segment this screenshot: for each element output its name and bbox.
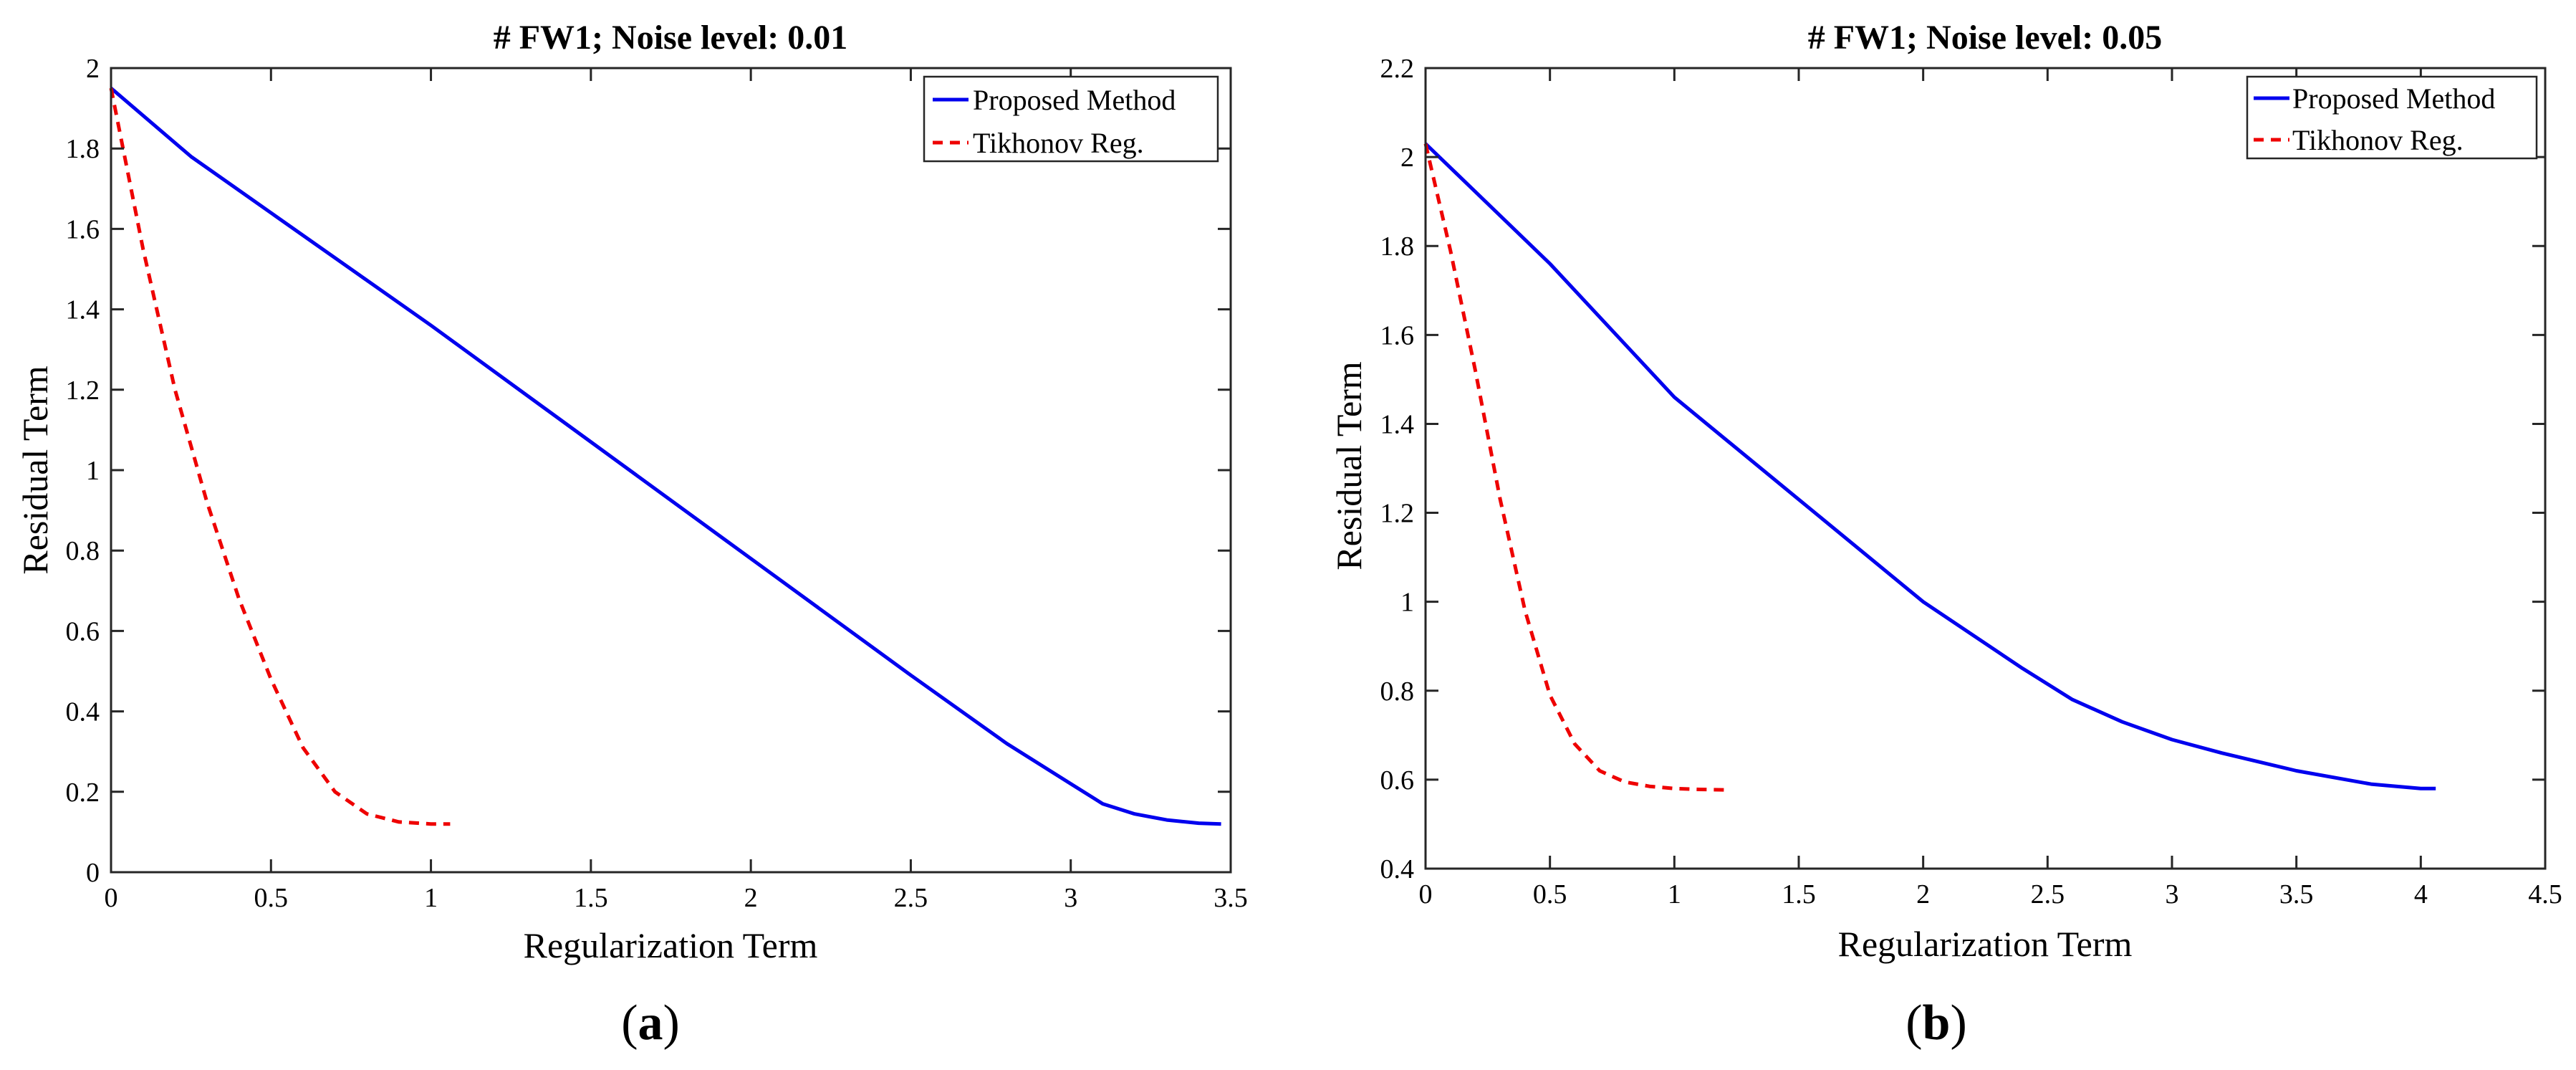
ticks-layer: 0 0.5 1 1.5 2 2.5 3 3.5 4 4.5 0.4 0.6 0.8 1 1.2 1.4 1.6 1… xyxy=(1380,54,2562,909)
chart-panel-b: # FW1; Noise level: 0.05 0 0.5 1 1.5 2 2.5 3 3.… xyxy=(1329,19,2562,1051)
panel-label-close: ) xyxy=(1950,995,1966,1051)
panel-label-letter: b xyxy=(1923,995,1951,1051)
legend-label-proposed-method: Proposed Method xyxy=(2292,82,2495,115)
series-layer xyxy=(109,87,1221,826)
y-tick-label: 0.2 xyxy=(66,778,100,808)
y-tick-label: 2 xyxy=(1400,143,1414,173)
x-tick-label: 0 xyxy=(1419,879,1433,909)
panel-label-open: ( xyxy=(1905,995,1922,1051)
y-tick-label: 1.8 xyxy=(66,134,100,164)
ticks-layer: 0 0.5 1 1.5 2 2.5 3 3.5 0 0.2 0.4 0.6 0.8 1 1.2 1.4 1.6 1… xyxy=(66,54,1248,913)
x-tick-label: 0.5 xyxy=(254,883,289,913)
legend-box xyxy=(923,75,1219,163)
y-tick-label: 0.4 xyxy=(1380,854,1415,884)
x-tick-label: 2.5 xyxy=(894,883,928,913)
y-tick-label: 1 xyxy=(86,456,100,486)
legend: Proposed Method Tikhonov Reg. xyxy=(2246,75,2538,160)
x-tick-label: 3.5 xyxy=(1213,883,1248,913)
x-tick-label: 1 xyxy=(1668,879,1681,909)
y-tick-label: 1.2 xyxy=(66,376,100,406)
y-tick-label: 0.6 xyxy=(1380,765,1415,796)
chart-title: # FW1; Noise level: 0.05 xyxy=(1808,19,2163,57)
y-tick-label: 0 xyxy=(86,858,100,888)
y-tick-label: 1.2 xyxy=(1380,499,1415,529)
y-tick-label: 1.4 xyxy=(1380,409,1415,439)
axes-frame xyxy=(1424,67,2547,870)
y-tick-label: 1 xyxy=(1400,588,1414,618)
series-line-tikhonov-reg xyxy=(1423,143,1729,792)
y-tick-label: 0.8 xyxy=(66,536,100,566)
panel-label-b: (b) xyxy=(1905,995,1967,1051)
series-layer xyxy=(1423,142,2436,792)
y-tick-label: 1.6 xyxy=(66,214,100,244)
x-tick-label: 2 xyxy=(1916,879,1930,909)
legend-label-proposed-method: Proposed Method xyxy=(973,84,1176,116)
panel-label-close: ) xyxy=(663,995,680,1051)
x-tick-label: 4.5 xyxy=(2528,879,2562,909)
series-line-tikhonov-reg xyxy=(109,87,451,826)
legend-label-tikhonov-reg: Tikhonov Reg. xyxy=(973,127,1144,159)
y-axis-label: Residual Term xyxy=(15,366,55,574)
panel-label-a: (a) xyxy=(621,995,680,1051)
chart-title: # FW1; Noise level: 0.01 xyxy=(494,19,848,57)
y-tick-label: 0.6 xyxy=(66,616,100,646)
y-tick-label: 0.4 xyxy=(66,697,100,727)
chart-panel-a: # FW1; Noise level: 0.01 0 0.5 1 1.5 2 2.5 3 3.… xyxy=(15,19,1248,1051)
legend: Proposed Method Tikhonov Reg. xyxy=(923,75,1219,163)
x-axis-label: Regularization Term xyxy=(524,925,818,965)
x-tick-label: 3.5 xyxy=(2279,879,2314,909)
x-tick-label: 4 xyxy=(2414,879,2428,909)
y-tick-label: 1.4 xyxy=(66,295,100,325)
y-tick-label: 2 xyxy=(86,54,100,84)
y-tick-label: 1.8 xyxy=(1380,231,1415,262)
x-tick-label: 1.5 xyxy=(1782,879,1816,909)
y-tick-label: 2.2 xyxy=(1380,54,1415,84)
y-tick-label: 1.6 xyxy=(1380,320,1415,350)
series-line-proposed-method xyxy=(1424,142,2436,790)
x-tick-label: 3 xyxy=(2166,879,2179,909)
axes-frame xyxy=(110,67,1232,874)
x-tick-label: 3 xyxy=(1064,883,1077,913)
legend-box xyxy=(2246,75,2538,160)
x-tick-label: 2 xyxy=(744,883,758,913)
y-tick-label: 0.8 xyxy=(1380,677,1415,707)
panel-label-open: ( xyxy=(621,995,638,1051)
x-tick-label: 2.5 xyxy=(2031,879,2065,909)
series-line-proposed-method xyxy=(110,87,1221,826)
x-tick-label: 0.5 xyxy=(1533,879,1567,909)
y-axis-label: Residual Term xyxy=(1329,361,1369,570)
x-tick-label: 1.5 xyxy=(574,883,608,913)
x-tick-label: 1 xyxy=(424,883,438,913)
x-axis-label: Regularization Term xyxy=(1838,924,2133,964)
x-tick-label: 0 xyxy=(105,883,118,913)
legend-label-tikhonov-reg: Tikhonov Reg. xyxy=(2292,124,2464,156)
panel-label-letter: a xyxy=(638,995,663,1051)
